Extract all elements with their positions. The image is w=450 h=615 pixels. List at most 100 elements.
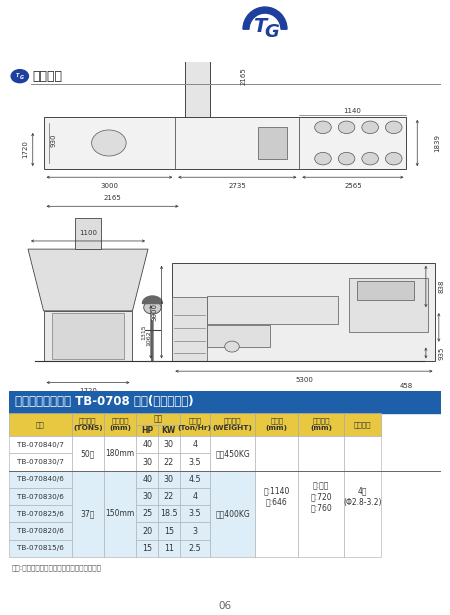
Text: 4.5: 4.5 <box>189 475 201 484</box>
Text: 1839: 1839 <box>435 134 441 152</box>
Text: 2735: 2735 <box>229 183 246 189</box>
Text: 30: 30 <box>142 492 152 501</box>
Text: 22: 22 <box>164 492 174 501</box>
Circle shape <box>315 121 331 133</box>
Bar <box>258 127 287 159</box>
Text: 最大推力
(TONS): 最大推力 (TONS) <box>73 418 103 431</box>
Bar <box>158 424 180 436</box>
Text: TECHGENE MACHINERY: TECHGENE MACHINERY <box>291 20 450 38</box>
Bar <box>9 391 441 413</box>
Bar <box>158 488 180 505</box>
Text: 3000: 3000 <box>100 183 118 189</box>
Bar <box>9 413 72 436</box>
Text: 22: 22 <box>164 458 174 467</box>
Text: 4線
(Φ2.8-3.2): 4線 (Φ2.8-3.2) <box>343 486 382 507</box>
Text: 838: 838 <box>439 280 445 293</box>
Text: 1720: 1720 <box>22 141 28 159</box>
Bar <box>136 488 158 505</box>
Text: 3: 3 <box>192 526 197 536</box>
Bar <box>9 488 72 505</box>
Bar <box>136 523 158 540</box>
Bar <box>180 413 210 436</box>
Bar <box>136 470 158 488</box>
Text: 全自動壓縮打包機 TB-0708 系列(小型打包機): 全自動壓縮打包機 TB-0708 系列(小型打包機) <box>15 395 194 408</box>
Text: G: G <box>265 23 279 41</box>
Bar <box>9 436 72 453</box>
Bar <box>255 413 298 436</box>
Text: 37頓: 37頓 <box>81 509 95 518</box>
Text: 3.5: 3.5 <box>189 509 201 518</box>
Text: 40: 40 <box>142 475 152 484</box>
Bar <box>158 453 180 470</box>
Text: 1315: 1315 <box>141 324 146 339</box>
Text: 150mm: 150mm <box>106 509 135 518</box>
Circle shape <box>362 121 378 133</box>
Bar <box>44 117 406 169</box>
Bar <box>53 314 124 359</box>
Bar <box>180 505 210 523</box>
Text: 1720: 1720 <box>79 389 97 394</box>
Bar <box>180 470 210 488</box>
Bar <box>210 413 255 436</box>
Bar <box>255 436 298 557</box>
Bar <box>72 413 104 436</box>
Text: HP: HP <box>141 426 153 435</box>
Circle shape <box>144 301 161 314</box>
Bar <box>185 36 211 117</box>
Bar <box>9 453 72 470</box>
Bar <box>136 413 180 424</box>
Bar <box>180 523 210 540</box>
Text: 處理量
(Ton/Hr): 處理量 (Ton/Hr) <box>178 418 212 431</box>
Bar <box>349 277 428 332</box>
Text: 18.5: 18.5 <box>160 509 178 518</box>
Circle shape <box>386 153 402 165</box>
Text: 1062: 1062 <box>147 330 152 346</box>
Circle shape <box>243 7 287 52</box>
Text: 4: 4 <box>192 492 197 501</box>
Text: 投料口
(mm): 投料口 (mm) <box>266 418 288 431</box>
Text: 50頓: 50頓 <box>81 449 95 458</box>
Bar <box>158 505 180 523</box>
Bar <box>136 424 158 436</box>
Text: T: T <box>16 73 19 77</box>
Bar <box>207 325 270 347</box>
Bar <box>210 470 255 557</box>
Circle shape <box>362 153 378 165</box>
Text: 5300: 5300 <box>295 377 313 383</box>
Bar <box>9 470 72 488</box>
Text: 06: 06 <box>218 601 232 611</box>
Text: 可達400KG: 可達400KG <box>215 509 250 518</box>
Text: 1100: 1100 <box>79 230 97 236</box>
Text: 11: 11 <box>164 544 174 553</box>
Bar <box>207 296 338 324</box>
Bar <box>210 436 255 470</box>
Text: G: G <box>20 75 24 81</box>
Bar <box>180 453 210 470</box>
Bar <box>298 436 344 557</box>
Text: 可達450KG: 可達450KG <box>215 449 250 458</box>
Bar <box>72 436 104 470</box>
Bar <box>104 413 136 436</box>
Bar <box>180 436 210 453</box>
Text: 2.5: 2.5 <box>189 544 201 553</box>
Text: TB-070820/6: TB-070820/6 <box>17 528 64 534</box>
Text: 15: 15 <box>164 526 174 536</box>
Text: TB-070840/6: TB-070840/6 <box>17 476 64 482</box>
Bar <box>136 540 158 557</box>
Text: 主油壓缸
(mm): 主油壓缸 (mm) <box>109 418 131 431</box>
Text: TB-070815/6: TB-070815/6 <box>17 546 64 551</box>
Text: 2565: 2565 <box>344 183 362 189</box>
Text: 2165: 2165 <box>241 68 247 85</box>
Text: 長:1140
寬:646: 長:1140 寬:646 <box>264 486 290 507</box>
Text: 捆包繩線: 捆包繩線 <box>353 421 371 428</box>
Circle shape <box>92 130 126 156</box>
Text: 930: 930 <box>50 133 56 147</box>
Text: 1140: 1140 <box>343 108 361 114</box>
Text: KW: KW <box>162 426 176 435</box>
Circle shape <box>386 121 402 133</box>
Bar <box>158 523 180 540</box>
Bar <box>158 470 180 488</box>
Text: 40: 40 <box>142 440 152 450</box>
Circle shape <box>338 121 355 133</box>
Bar <box>344 413 381 436</box>
